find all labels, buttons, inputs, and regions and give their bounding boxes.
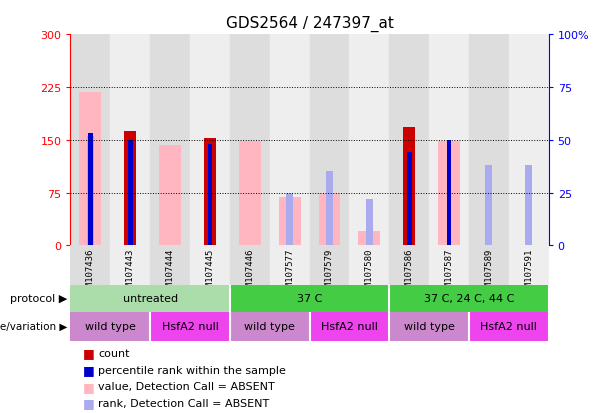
Bar — [359, 232, 380, 246]
Bar — [485, 166, 492, 246]
Bar — [88, 134, 93, 246]
Bar — [389, 285, 549, 312]
Bar — [230, 246, 270, 285]
Bar — [124, 132, 136, 246]
Bar — [447, 140, 451, 246]
Text: 37 C, 24 C, 44 C: 37 C, 24 C, 44 C — [424, 293, 514, 304]
Bar — [150, 312, 230, 341]
Text: GSM107589: GSM107589 — [484, 248, 493, 296]
Bar — [159, 146, 181, 246]
Bar — [349, 35, 389, 246]
Text: wild type: wild type — [85, 321, 135, 331]
Bar — [310, 35, 349, 246]
Bar — [204, 139, 216, 246]
Bar — [525, 166, 532, 246]
Text: rank, Detection Call = ABSENT: rank, Detection Call = ABSENT — [98, 398, 269, 408]
Bar — [230, 35, 270, 246]
Text: GSM107436: GSM107436 — [86, 248, 95, 296]
Text: GSM107586: GSM107586 — [405, 248, 414, 296]
Bar — [509, 246, 549, 285]
Bar — [87, 136, 94, 246]
Bar — [190, 35, 230, 246]
Bar — [326, 172, 333, 246]
Bar — [389, 312, 469, 341]
Bar — [389, 35, 429, 246]
Text: 37 C: 37 C — [297, 293, 322, 304]
Text: ■: ■ — [83, 363, 94, 376]
Text: untreated: untreated — [123, 293, 178, 304]
Bar — [469, 246, 509, 285]
Bar — [389, 246, 429, 285]
Text: GSM107443: GSM107443 — [126, 248, 135, 296]
Text: GSM107446: GSM107446 — [245, 248, 254, 296]
Text: value, Detection Call = ABSENT: value, Detection Call = ABSENT — [98, 381, 275, 391]
Bar — [509, 35, 549, 246]
Text: wild type: wild type — [245, 321, 295, 331]
Text: GSM107444: GSM107444 — [166, 248, 175, 296]
Text: GSM107587: GSM107587 — [444, 248, 454, 296]
Bar — [469, 35, 509, 246]
Text: ■: ■ — [83, 396, 94, 409]
Bar — [349, 246, 389, 285]
Text: ■: ■ — [83, 380, 94, 393]
Text: protocol ▶: protocol ▶ — [10, 293, 67, 304]
Bar — [110, 35, 150, 246]
Bar — [319, 193, 340, 246]
Bar — [429, 246, 469, 285]
Bar — [310, 246, 349, 285]
Bar — [128, 140, 132, 246]
Bar — [150, 35, 190, 246]
Bar — [80, 93, 101, 246]
Text: GSM107591: GSM107591 — [524, 248, 533, 296]
Bar — [469, 312, 549, 341]
Text: HsfA2 null: HsfA2 null — [162, 321, 218, 331]
Bar — [366, 199, 373, 246]
Bar — [70, 285, 230, 312]
Text: percentile rank within the sample: percentile rank within the sample — [98, 365, 286, 375]
Text: GSM107580: GSM107580 — [365, 248, 374, 296]
Bar — [279, 198, 300, 246]
Text: GSM107577: GSM107577 — [285, 248, 294, 296]
Bar — [150, 246, 190, 285]
Text: count: count — [98, 348, 129, 358]
Text: ■: ■ — [83, 347, 94, 360]
Bar — [406, 151, 413, 246]
Bar — [310, 312, 389, 341]
Bar — [70, 35, 110, 246]
Bar — [438, 142, 460, 246]
Bar — [230, 285, 389, 312]
Text: HsfA2 null: HsfA2 null — [321, 321, 378, 331]
Text: genotype/variation ▶: genotype/variation ▶ — [0, 321, 67, 331]
Text: wild type: wild type — [404, 321, 454, 331]
Bar — [110, 246, 150, 285]
Bar — [286, 193, 293, 246]
Bar — [429, 35, 469, 246]
Bar — [70, 312, 150, 341]
Text: GSM107445: GSM107445 — [205, 248, 215, 296]
Bar — [270, 35, 310, 246]
Text: HsfA2 null: HsfA2 null — [481, 321, 537, 331]
Bar — [70, 246, 110, 285]
Bar — [270, 246, 310, 285]
Bar — [230, 312, 310, 341]
Title: GDS2564 / 247397_at: GDS2564 / 247397_at — [226, 16, 394, 32]
Text: GSM107579: GSM107579 — [325, 248, 334, 296]
Bar — [403, 128, 415, 246]
Bar — [208, 145, 212, 246]
Bar — [407, 153, 411, 246]
Bar — [239, 142, 261, 246]
Bar — [190, 246, 230, 285]
